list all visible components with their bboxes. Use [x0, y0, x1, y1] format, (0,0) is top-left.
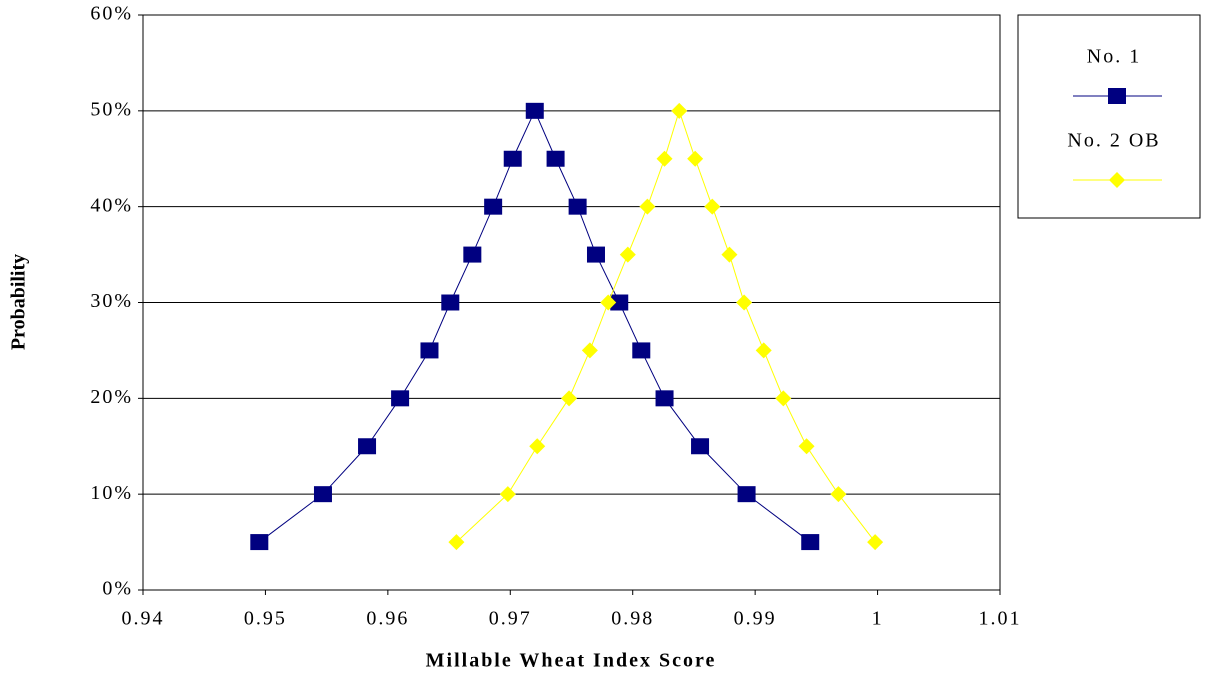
x-tick-label: 1	[872, 608, 884, 630]
legend-box	[1017, 14, 1201, 219]
x-tick-label: 0.98	[611, 608, 654, 630]
legend-marker	[1108, 88, 1126, 104]
data-point	[600, 294, 617, 311]
data-point	[448, 534, 465, 551]
data-point	[801, 534, 820, 551]
legend-label: No. 2 OB	[1067, 130, 1160, 152]
x-tick-label: 1.01	[979, 608, 1022, 630]
x-axis-label: Millable Wheat Index Score	[426, 650, 717, 672]
data-point	[568, 198, 587, 215]
data-point	[687, 150, 704, 167]
data-point	[775, 390, 792, 407]
data-point	[484, 198, 503, 215]
x-tick-label: 0.99	[734, 608, 777, 630]
data-point	[586, 246, 605, 263]
y-tick-label: 50%	[90, 98, 133, 120]
data-point	[704, 198, 721, 215]
data-point	[358, 438, 377, 455]
y-axis-label: Probability	[8, 254, 30, 350]
data-point	[736, 294, 753, 311]
data-point	[798, 438, 815, 455]
y-tick-label: 30%	[90, 290, 133, 312]
data-point	[250, 534, 269, 551]
data-point	[420, 342, 439, 359]
data-point	[867, 534, 884, 551]
y-tick-label: 20%	[90, 386, 133, 408]
data-point	[656, 150, 673, 167]
data-point	[463, 246, 482, 263]
x-tick-label: 0.95	[244, 608, 287, 630]
data-point	[561, 390, 578, 407]
data-point	[525, 102, 544, 119]
data-point	[691, 438, 710, 455]
data-point	[546, 150, 565, 167]
series-line	[456, 109, 876, 543]
data-point	[655, 390, 674, 407]
data-point	[499, 486, 516, 503]
series-line	[259, 109, 811, 543]
legend-marker	[1109, 172, 1125, 188]
data-point	[671, 102, 688, 119]
data-point	[721, 246, 738, 263]
data-point	[503, 150, 522, 167]
data-point	[529, 438, 546, 455]
x-tick-label: 0.94	[122, 608, 165, 630]
data-point	[581, 342, 598, 359]
y-tick-label: 0%	[102, 578, 133, 600]
data-point	[391, 390, 410, 407]
legend-label: No. 1	[1087, 46, 1141, 68]
y-tick-label: 40%	[90, 194, 133, 216]
x-tick-label: 0.97	[489, 608, 532, 630]
data-point	[313, 486, 332, 503]
data-point	[737, 486, 756, 503]
data-point	[755, 342, 772, 359]
y-tick-label: 10%	[90, 482, 133, 504]
data-point	[632, 342, 651, 359]
data-point	[610, 294, 629, 311]
data-point	[830, 486, 847, 503]
data-point	[639, 198, 656, 215]
data-point	[619, 246, 636, 263]
data-point	[441, 294, 460, 311]
x-tick-label: 0.96	[366, 608, 409, 630]
y-tick-label: 60%	[90, 3, 133, 25]
